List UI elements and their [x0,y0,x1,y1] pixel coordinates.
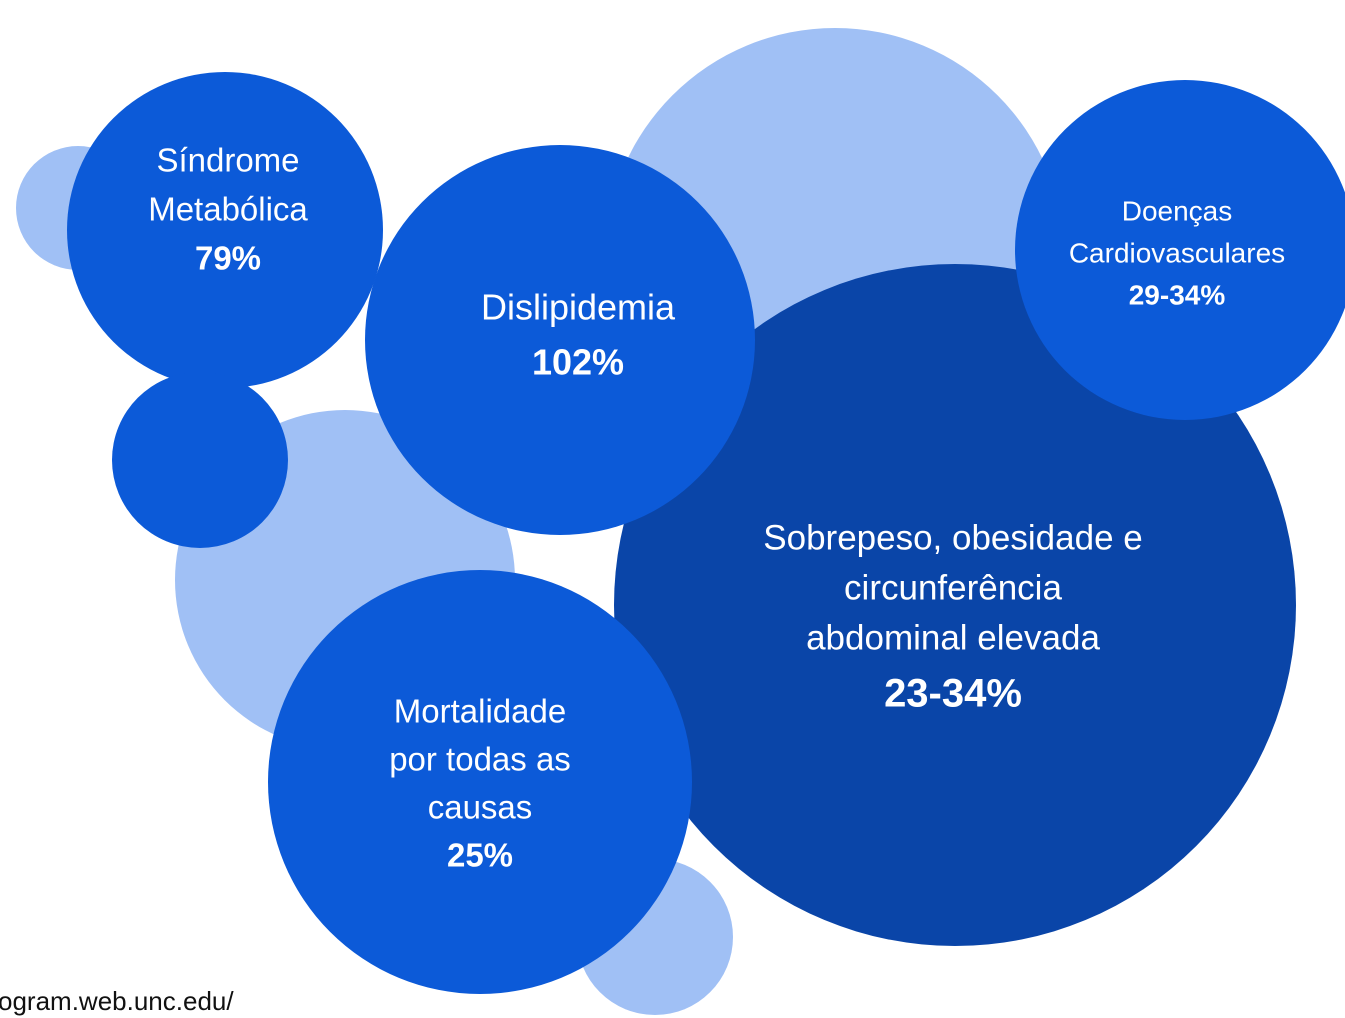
bubble-label: Mortalidade [394,693,566,730]
bubble [614,264,1296,946]
bubble [268,570,692,994]
bubble-label: Doenças [1122,195,1233,226]
bubble-label: circunferência [844,568,1062,607]
bubble-value: 79% [195,240,261,277]
bubble-label: Metabólica [148,191,308,228]
bubble-value: 29-34% [1129,279,1226,310]
labels: Síndrome Metabólica 79% Dislipidemia 102% Doe… [148,142,1285,874]
bubble-label: causas [428,789,533,826]
bubble-label: abdominal elevada [806,618,1100,657]
bubble-value: 25% [447,837,513,874]
bubble [67,72,383,388]
bubble [1015,80,1345,420]
bubble-label: Dislipidemia [481,287,676,328]
decor-circle [112,372,288,548]
bubble [365,145,755,535]
bubble-label: Cardiovasculares [1069,237,1285,268]
footer: ogram.web.unc.edu/ [0,986,234,1016]
bubble-label: por todas as [389,741,571,778]
bubble-label: Síndrome [156,142,299,179]
bubble-value: 23-34% [884,672,1022,716]
bubble-label: Sobrepeso, obesidade e [763,518,1142,557]
bubble-value: 102% [532,342,624,383]
